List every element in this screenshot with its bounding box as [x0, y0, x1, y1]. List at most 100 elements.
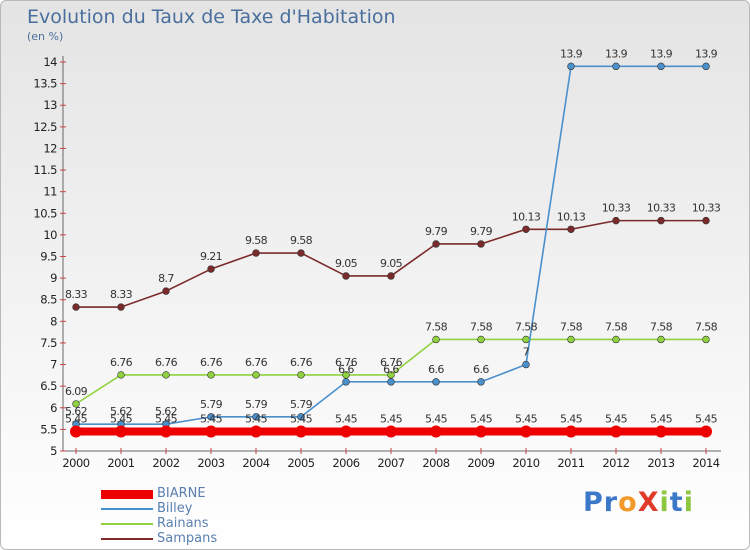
data-point-billey: [432, 378, 440, 386]
proxiti-logo: ProXiti: [583, 487, 694, 518]
x-tick-label: 2010: [512, 456, 539, 470]
data-point-sampans: [702, 216, 710, 225]
data-label-biarne: 5.45: [290, 413, 313, 426]
data-label-biarne: 5.45: [650, 413, 673, 426]
data-point-billey: [567, 62, 575, 71]
legend-swatch-billey: [101, 508, 153, 510]
unit-label: (en %): [27, 30, 64, 43]
legend-item-billey: Billey: [101, 501, 301, 517]
data-label-billey: 6.6: [383, 363, 399, 376]
x-tick-label: 2012: [602, 456, 629, 470]
data-point-biarne: [655, 425, 667, 438]
data-point-biarne: [700, 425, 712, 438]
x-tick-label: 2000: [62, 456, 89, 470]
data-point-billey: [207, 413, 215, 421]
data-point-biarne: [340, 425, 352, 438]
legend-item-rainans: Rainans: [101, 516, 301, 532]
data-point-rainans: [207, 371, 215, 379]
data-label-rainans: 6.76: [155, 356, 178, 369]
data-label-billey: 7: [523, 346, 530, 359]
data-label-sampans: 10.13: [512, 210, 541, 223]
data-point-sampans: [117, 303, 125, 311]
x-tick-label: 2013: [647, 456, 674, 470]
data-label-billey: 6.6: [473, 363, 489, 376]
data-point-rainans: [117, 371, 125, 379]
logo-letter: i: [659, 487, 670, 518]
data-label-billey: 5.79: [245, 398, 268, 411]
data-label-sampans: 8.7: [158, 272, 174, 285]
x-tick-label: 2011: [557, 456, 584, 470]
x-tick-label: 2008: [422, 456, 449, 470]
data-point-biarne: [475, 425, 487, 438]
data-label-sampans: 9.79: [470, 225, 493, 238]
data-point-billey: [702, 62, 710, 71]
data-label-sampans: 9.21: [200, 250, 222, 263]
data-point-biarne: [205, 425, 217, 438]
y-tick-label: 7: [50, 358, 57, 372]
data-point-rainans: [72, 400, 80, 408]
y-tick-label: 7.5: [40, 336, 57, 350]
x-tick-label: 2009: [467, 456, 494, 470]
data-point-sampans: [207, 265, 215, 273]
y-tick-label: 13: [43, 98, 57, 112]
data-label-biarne: 5.45: [605, 413, 628, 426]
data-label-rainans: 7.58: [695, 320, 718, 333]
y-tick-label: 8: [50, 314, 57, 328]
data-point-sampans: [387, 272, 395, 280]
data-label-sampans: 10.33: [602, 202, 631, 215]
data-label-rainans: 7.58: [515, 320, 538, 333]
data-label-biarne: 5.45: [335, 413, 358, 426]
data-point-rainans: [162, 371, 170, 379]
y-tick-label: 6: [50, 401, 57, 415]
data-label-rainans: 6.76: [335, 356, 358, 369]
data-point-sampans: [252, 249, 260, 257]
data-point-rainans: [702, 335, 710, 344]
y-tick-label: 5.5: [40, 422, 57, 436]
y-tick-label: 8.5: [40, 293, 57, 307]
data-label-rainans: 7.58: [650, 320, 673, 333]
data-point-billey: [297, 413, 305, 421]
data-label-billey: 5.62: [110, 405, 132, 418]
data-point-sampans: [657, 216, 665, 225]
data-point-sampans: [342, 272, 350, 280]
data-label-sampans: 10.13: [557, 210, 586, 223]
data-point-biarne: [430, 425, 442, 438]
data-label-sampans: 9.79: [425, 225, 448, 238]
data-point-billey: [387, 378, 395, 386]
logo-letter: i: [683, 487, 694, 518]
legend: BIARNE Billey Rainans Sampans: [101, 486, 301, 547]
data-point-sampans: [162, 287, 170, 295]
x-tick-label: 2004: [242, 456, 269, 470]
data-point-biarne: [70, 425, 82, 438]
x-tick-label: 2001: [107, 456, 134, 470]
data-label-rainans: 6.09: [65, 385, 88, 398]
data-point-rainans: [252, 371, 260, 379]
data-point-sampans: [522, 225, 530, 233]
data-label-rainans: 6.76: [245, 356, 268, 369]
data-label-billey: 13.9: [650, 47, 673, 60]
data-point-billey: [657, 62, 665, 71]
y-tick-label: 5: [50, 444, 57, 458]
data-point-rainans: [567, 335, 575, 344]
data-point-sampans: [612, 216, 620, 225]
legend-label-sampans: Sampans: [157, 531, 218, 546]
data-label-biarne: 5.45: [155, 413, 178, 426]
data-point-biarne: [250, 425, 262, 438]
data-label-rainans: 7.58: [560, 320, 583, 333]
data-label-sampans: 10.33: [647, 202, 676, 215]
legend-label-billey: Billey: [157, 501, 193, 516]
data-label-biarne: 5.45: [560, 413, 583, 426]
data-point-billey: [477, 378, 485, 386]
data-point-biarne: [565, 425, 577, 438]
legend-label-rainans: Rainans: [157, 516, 209, 531]
data-label-sampans: 9.58: [245, 234, 268, 247]
legend-swatch-rainans: [101, 523, 153, 525]
data-label-biarne: 5.45: [470, 413, 493, 426]
data-label-rainans: 6.76: [380, 356, 403, 369]
data-label-biarne: 5.45: [110, 413, 133, 426]
y-tick-label: 6.5: [40, 379, 57, 393]
data-point-billey: [522, 360, 530, 369]
logo-letter: X: [637, 487, 660, 518]
